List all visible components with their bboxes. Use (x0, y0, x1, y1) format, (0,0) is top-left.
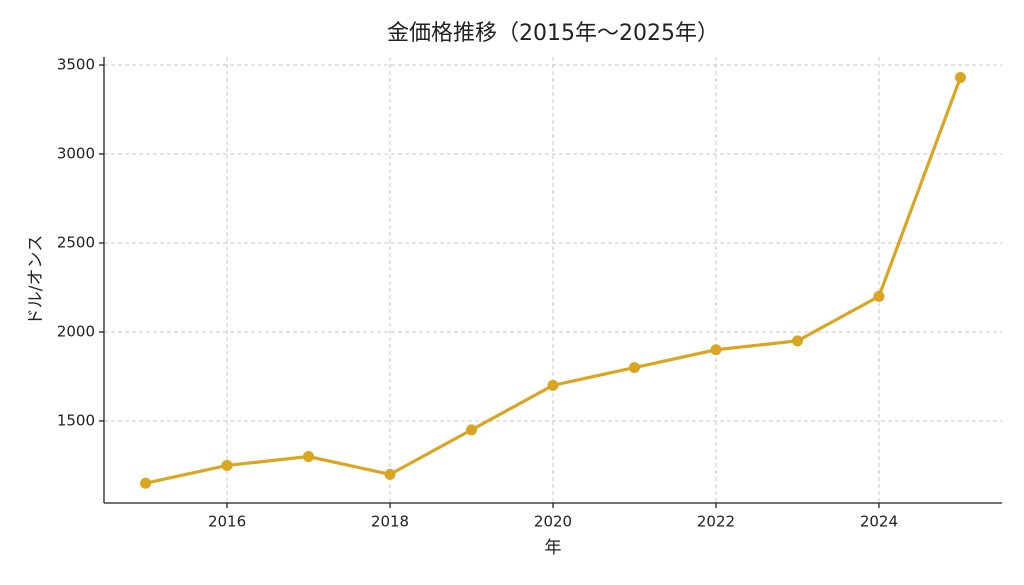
chart-title: 金価格推移（2015年〜2025年） (387, 21, 719, 46)
x-tick-label: 2022 (697, 513, 735, 531)
y-tick-label: 3000 (57, 144, 95, 162)
data-point (384, 468, 396, 480)
y-tick-label: 1500 (57, 411, 95, 429)
data-point (791, 335, 803, 347)
data-point (954, 71, 966, 83)
data-point (466, 424, 478, 436)
y-tick-label: 2000 (57, 322, 95, 340)
data-point (628, 362, 640, 374)
x-tick-label: 2018 (371, 513, 409, 531)
y-tick-label: 3500 (57, 56, 95, 74)
data-point (873, 290, 885, 302)
x-tick-label: 2024 (860, 513, 898, 531)
data-point (710, 344, 722, 356)
x-tick-label: 2016 (208, 513, 246, 531)
data-point (221, 459, 233, 471)
x-tick-label: 2020 (534, 513, 572, 531)
y-tick-label: 2500 (57, 233, 95, 251)
data-point (303, 451, 315, 463)
data-point (140, 477, 152, 489)
data-point (547, 379, 559, 391)
y-axis-label: ドル/オンス (26, 235, 46, 325)
x-axis-label: 年 (545, 538, 562, 558)
